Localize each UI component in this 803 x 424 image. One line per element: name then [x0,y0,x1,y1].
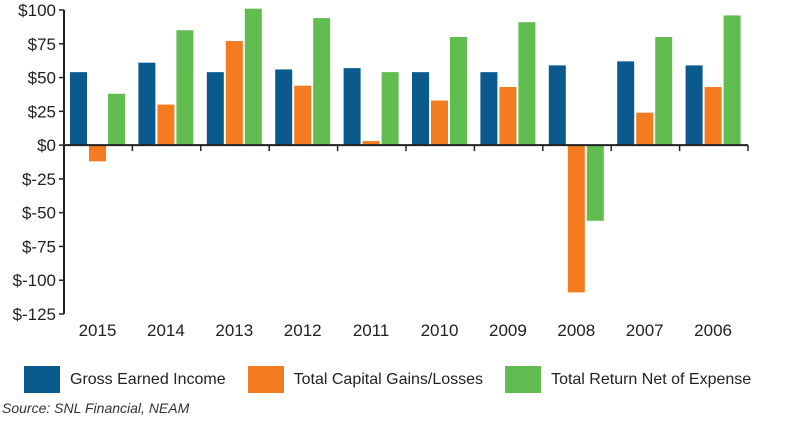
y-tick-label: $25 [28,102,56,121]
x-tick-label: 2008 [557,321,595,340]
bar-gross-earned-income-2010 [412,72,429,146]
bar-total-capital-gains-losses-2014 [157,104,175,146]
y-tick-label: $75 [28,35,56,54]
bar-total-return-net-of-expense-2010 [450,37,467,146]
bar-total-return-net-of-expense-2006 [723,15,741,146]
x-tick-label: 2014 [147,321,185,340]
x-tick-label: 2010 [421,321,459,340]
bar-gross-earned-income-2014 [138,62,156,146]
legend-swatch-gross-earned-income [24,366,60,393]
bar-total-return-net-of-expense-2008 [586,145,604,221]
legend-swatch-total-capital-gains [247,366,284,393]
bar-gross-earned-income-2012 [275,69,293,146]
source-note: Source: SNL Financial, NEAM [2,400,190,416]
bar-gross-earned-income-2007 [617,61,635,146]
y-tick-label: $-50 [22,204,56,223]
y-tick-label: $-100 [13,271,56,290]
legend-item-total-capital-gains: Total Capital Gains/Losses [247,366,484,393]
bar-total-capital-gains-losses-2007 [636,112,654,146]
bar-total-capital-gains-losses-2012 [294,85,312,146]
bar-total-capital-gains-losses-2008 [567,145,585,293]
legend-label-total-capital-gains: Total Capital Gains/Losses [293,370,484,388]
x-tick-label: 2011 [353,321,390,340]
legend-item-gross-earned-income: Gross Earned Income [24,366,226,393]
y-tick-label: $-25 [22,170,56,189]
x-tick-label: 2012 [284,321,322,340]
x-ticks-group: 2015 2014 2013 2012 2011 2010 2009 2008 2007 2006 [79,145,749,340]
x-tick-label: 2007 [626,321,664,340]
bar-total-return-net-of-expense-2011 [381,72,399,146]
x-tick-label: 2013 [215,321,253,340]
bar-total-capital-gains-losses-2006 [704,87,722,146]
bar-gross-earned-income-2006 [685,65,703,146]
legend: Gross Earned Income Total Capital Gains/… [24,366,773,393]
bar-gross-earned-income-2009 [480,72,498,146]
bar-total-capital-gains-losses-2011 [362,141,380,146]
bar-gross-earned-income-2008 [548,65,566,146]
bar-gross-earned-income-2015 [70,72,87,146]
bar-gross-earned-income-2011 [343,68,361,146]
legend-item-total-return: Total Return Net of Expense [505,366,751,393]
y-tick-label: $0 [37,136,56,155]
x-tick-label: 2006 [694,321,732,340]
y-tick-label: $100 [18,1,56,20]
x-tick-label: 2015 [79,321,117,340]
bar-gross-earned-income-2013 [206,72,224,146]
bar-chart: $100 $75 $50 $25 $0 $-25 $-50 $-75 $-100 $-125 20… [13,1,749,340]
bars-group [70,8,741,293]
bar-total-return-net-of-expense-2012 [313,18,331,146]
bar-total-capital-gains-losses-2010 [431,100,448,146]
y-tick-label: $-125 [13,305,56,324]
x-tick-label: 2009 [489,321,527,340]
legend-swatch-total-return [505,366,542,393]
y-tick-label: $50 [28,69,56,88]
y-tick-label: $-75 [22,237,56,256]
bar-total-return-net-of-expense-2009 [518,22,536,146]
bar-total-return-net-of-expense-2007 [655,37,673,146]
y-ticks-group: $100 $75 $50 $25 $0 $-25 $-50 $-75 $-100 $-125 [13,1,64,324]
bar-total-return-net-of-expense-2015 [108,93,125,146]
legend-label-total-return: Total Return Net of Expense [551,370,752,388]
bar-total-return-net-of-expense-2013 [244,8,262,146]
bar-total-return-net-of-expense-2014 [176,30,194,146]
legend-label-gross-earned-income: Gross Earned Income [70,370,226,388]
bar-total-capital-gains-losses-2013 [225,41,243,146]
bar-total-capital-gains-losses-2015 [89,145,106,162]
bar-total-capital-gains-losses-2009 [499,87,517,146]
